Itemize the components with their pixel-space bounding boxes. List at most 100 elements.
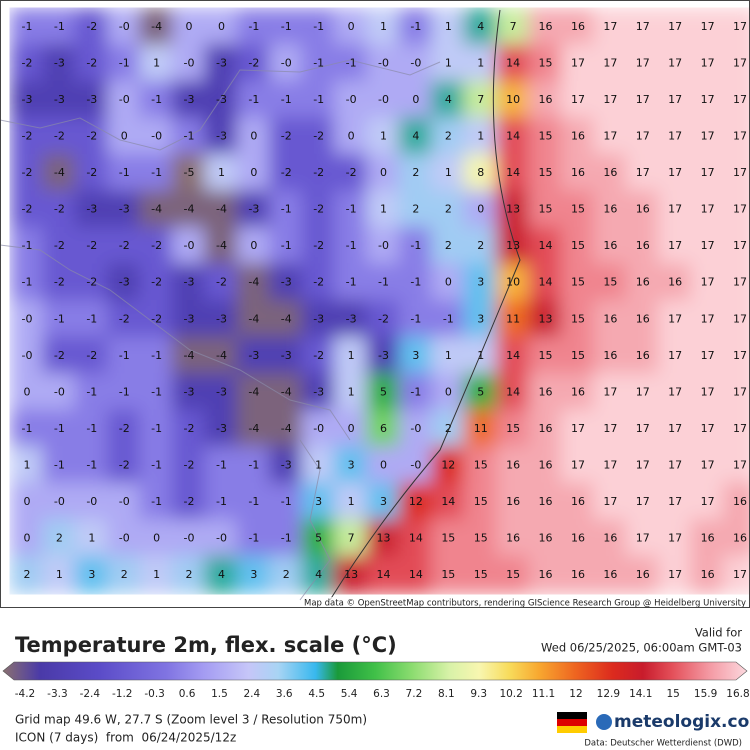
grid-value: -3 xyxy=(184,312,195,325)
grid-value: -1 xyxy=(378,276,389,289)
temperature-cell xyxy=(301,7,336,47)
grid-value: -1 xyxy=(216,495,227,508)
temperature-cell xyxy=(333,153,369,193)
color-bar-tick-label: 12 xyxy=(569,688,582,700)
temperature-cell xyxy=(722,409,750,449)
grid-value: 17 xyxy=(668,93,682,106)
grid-value: -2 xyxy=(313,130,324,143)
grid-value: -0 xyxy=(216,531,227,544)
grid-value: 17 xyxy=(733,458,747,471)
temperature-cell xyxy=(333,373,369,412)
grid-value: -0 xyxy=(54,495,65,508)
temperature-cell xyxy=(528,519,563,558)
grid-value: 14 xyxy=(441,495,455,508)
grid-value: -2 xyxy=(54,239,65,252)
temperature-cell xyxy=(657,482,693,522)
grid-value: 1 xyxy=(56,568,63,581)
temperature-cell xyxy=(528,409,563,449)
temperature-cell xyxy=(301,336,336,376)
grid-value: 17 xyxy=(603,93,617,106)
temperature-cell xyxy=(74,555,110,595)
temperature-cell xyxy=(398,336,434,376)
temperature-cell xyxy=(139,446,174,485)
grid-value: 0 xyxy=(218,20,225,33)
grid-value: 0 xyxy=(348,422,355,435)
temperature-cell xyxy=(431,300,466,339)
temperature-cell xyxy=(625,80,660,120)
temperature-cell xyxy=(269,263,304,302)
grid-value: 17 xyxy=(733,57,747,70)
temperature-cell xyxy=(431,263,466,302)
grid-value: 1 xyxy=(445,349,452,362)
temperature-cell xyxy=(625,7,660,47)
temperature-cell xyxy=(560,446,596,485)
temperature-cell xyxy=(333,7,369,47)
grid-value: 16 xyxy=(506,458,520,471)
temperature-cell xyxy=(593,263,628,302)
temperature-cell xyxy=(301,373,336,412)
grid-value: -0 xyxy=(184,239,195,252)
temperature-cell xyxy=(657,519,693,558)
grid-value: 17 xyxy=(733,239,747,252)
grid-value: 4 xyxy=(445,93,452,106)
grid-value: 0 xyxy=(24,531,31,544)
grid-value: -3 xyxy=(313,385,324,398)
temperature-cell xyxy=(722,44,750,83)
valid-time: Wed 06/25/2025, 06:00am GMT-03 xyxy=(541,641,742,655)
temperature-cell xyxy=(171,117,207,156)
temperature-cell xyxy=(463,482,498,522)
grid-value: -2 xyxy=(119,422,130,435)
temperature-cell xyxy=(366,190,401,229)
temperature-cell xyxy=(74,7,110,47)
temperature-cell xyxy=(139,226,174,266)
temperature-cell xyxy=(366,263,401,302)
grid-value: -3 xyxy=(281,349,292,362)
grid-value: 7 xyxy=(348,531,355,544)
temperature-cell xyxy=(463,263,498,302)
temperature-cell xyxy=(560,300,596,339)
grid-value: -3 xyxy=(216,130,227,143)
temperature-cell xyxy=(463,373,498,412)
temperature-cell xyxy=(495,153,531,193)
grid-value: 17 xyxy=(668,239,682,252)
flag xyxy=(557,712,587,733)
temperature-cell xyxy=(204,117,239,156)
temperature-cell xyxy=(657,555,693,595)
grid-value: 1 xyxy=(380,130,387,143)
temperature-cell xyxy=(560,263,596,302)
temperature-cell xyxy=(431,80,466,120)
temperature-cell xyxy=(690,555,725,595)
grid-value: -1 xyxy=(410,276,421,289)
temperature-cell xyxy=(9,373,45,412)
temperature-cell xyxy=(690,373,725,412)
temperature-cell xyxy=(9,226,45,266)
temperature-cell xyxy=(690,44,725,83)
temperature-cell xyxy=(560,117,596,156)
temperature-cell xyxy=(560,482,596,522)
temperature-cell xyxy=(625,482,660,522)
grid-value: 13 xyxy=(506,203,520,216)
temperature-cell xyxy=(560,190,596,229)
grid-value: -3 xyxy=(216,312,227,325)
temperature-cell xyxy=(657,117,693,156)
temperature-cell xyxy=(269,373,304,412)
grid-value: -1 xyxy=(86,312,97,325)
temperature-cell xyxy=(495,519,531,558)
grid-value: 16 xyxy=(733,495,747,508)
temperature-cell xyxy=(366,409,401,449)
temperature-cell xyxy=(657,153,693,193)
grid-value: 15 xyxy=(571,276,585,289)
color-bar-tick-label: 11.1 xyxy=(532,688,555,700)
temperature-cell xyxy=(560,80,596,120)
grid-value: 7 xyxy=(477,93,484,106)
temperature-cell xyxy=(625,190,660,229)
grid-value: -4 xyxy=(248,422,259,435)
temperature-cell xyxy=(560,555,596,595)
brand: meteologix.com xyxy=(614,712,750,732)
grid-value: 1 xyxy=(348,495,355,508)
temperature-cell xyxy=(625,226,660,266)
temperature-cell xyxy=(593,519,628,558)
grid-value: 17 xyxy=(733,203,747,216)
grid-value: -0 xyxy=(22,349,33,362)
grid-value: -3 xyxy=(248,349,259,362)
